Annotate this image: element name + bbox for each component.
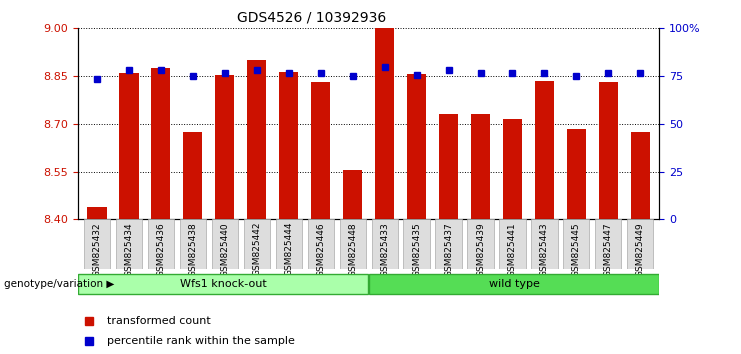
Text: GSM825437: GSM825437 xyxy=(444,222,453,277)
FancyBboxPatch shape xyxy=(627,219,654,269)
FancyBboxPatch shape xyxy=(244,219,270,269)
Text: GSM825438: GSM825438 xyxy=(188,222,197,277)
Text: GSM825436: GSM825436 xyxy=(156,222,165,277)
Text: wild type: wild type xyxy=(488,279,539,289)
Bar xyxy=(151,68,170,219)
Bar xyxy=(183,132,202,219)
FancyBboxPatch shape xyxy=(276,219,302,269)
Text: GSM825449: GSM825449 xyxy=(636,222,645,276)
FancyBboxPatch shape xyxy=(180,219,206,269)
Text: GSM825448: GSM825448 xyxy=(348,222,357,276)
Bar xyxy=(215,74,234,219)
Text: transformed count: transformed count xyxy=(107,315,210,326)
Text: GSM825440: GSM825440 xyxy=(220,222,229,276)
Text: GSM825444: GSM825444 xyxy=(285,222,293,276)
FancyBboxPatch shape xyxy=(595,219,622,269)
Bar xyxy=(311,82,330,219)
Text: genotype/variation ▶: genotype/variation ▶ xyxy=(4,279,114,289)
FancyBboxPatch shape xyxy=(563,219,590,269)
Text: GSM825446: GSM825446 xyxy=(316,222,325,276)
Bar xyxy=(247,60,266,219)
Text: GSM825432: GSM825432 xyxy=(93,222,102,276)
FancyBboxPatch shape xyxy=(339,219,366,269)
FancyBboxPatch shape xyxy=(468,219,494,269)
Text: GSM825439: GSM825439 xyxy=(476,222,485,277)
Bar xyxy=(503,119,522,219)
Text: GSM825435: GSM825435 xyxy=(412,222,421,277)
FancyBboxPatch shape xyxy=(84,219,110,269)
Text: percentile rank within the sample: percentile rank within the sample xyxy=(107,336,295,346)
Bar xyxy=(407,74,426,219)
Text: GSM825447: GSM825447 xyxy=(604,222,613,276)
FancyBboxPatch shape xyxy=(79,274,368,295)
Text: GSM825434: GSM825434 xyxy=(124,222,133,276)
Text: GSM825441: GSM825441 xyxy=(508,222,517,276)
Bar xyxy=(567,129,586,219)
Bar xyxy=(471,114,490,219)
Text: GSM825442: GSM825442 xyxy=(252,222,262,276)
FancyBboxPatch shape xyxy=(371,219,398,269)
Bar xyxy=(87,207,107,219)
Bar xyxy=(439,114,458,219)
Bar xyxy=(535,81,554,219)
FancyBboxPatch shape xyxy=(369,274,659,295)
FancyBboxPatch shape xyxy=(116,219,142,269)
Text: GSM825433: GSM825433 xyxy=(380,222,389,277)
Bar xyxy=(343,170,362,219)
FancyBboxPatch shape xyxy=(212,219,238,269)
Text: GSM825443: GSM825443 xyxy=(540,222,549,276)
FancyBboxPatch shape xyxy=(404,219,430,269)
Bar xyxy=(375,28,394,219)
FancyBboxPatch shape xyxy=(531,219,557,269)
Text: GSM825445: GSM825445 xyxy=(572,222,581,276)
Text: Wfs1 knock-out: Wfs1 knock-out xyxy=(180,279,267,289)
FancyBboxPatch shape xyxy=(499,219,525,269)
Bar xyxy=(599,82,618,219)
Bar xyxy=(279,72,299,219)
FancyBboxPatch shape xyxy=(308,219,333,269)
Bar xyxy=(631,132,650,219)
FancyBboxPatch shape xyxy=(436,219,462,269)
Text: GDS4526 / 10392936: GDS4526 / 10392936 xyxy=(236,11,386,25)
FancyBboxPatch shape xyxy=(147,219,174,269)
Bar xyxy=(119,73,139,219)
